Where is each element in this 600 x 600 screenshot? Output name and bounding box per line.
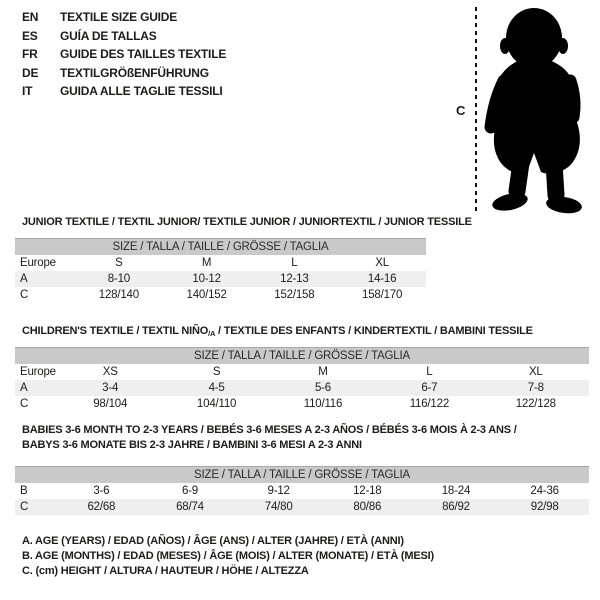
table-row: C 98/104 104/110 110/116 116/122 122/128 bbox=[15, 396, 589, 412]
row-label: Europe bbox=[20, 257, 56, 269]
children-table-title: CHILDREN'S TEXTILE / TEXTIL NIÑO/A / TEX… bbox=[22, 324, 533, 341]
table-cell: 68/74 bbox=[145, 499, 235, 515]
title-subscript: /A bbox=[208, 329, 216, 338]
table-cell: 5-6 bbox=[269, 380, 377, 396]
language-row: DE TEXTILGRÖßENFÜHRUNG bbox=[22, 64, 226, 83]
language-code: EN bbox=[22, 10, 39, 25]
footnote-c: C. (cm) HEIGHT / ALTURA / HAUTEUR / HÖHE… bbox=[22, 565, 309, 578]
row-label: A bbox=[15, 380, 57, 396]
junior-table-title: JUNIOR TEXTILE / TEXTIL JUNIOR/ TEXTILE … bbox=[22, 216, 472, 228]
table-cell: M bbox=[201, 257, 212, 269]
table-cell: 10-12 bbox=[162, 271, 251, 287]
language-row: IT GUIDA ALLE TAGLIE TESSILI bbox=[22, 82, 226, 101]
table-row: A 3-4 4-5 5-6 6-7 7-8 bbox=[15, 380, 589, 396]
table-cell: XL bbox=[528, 366, 543, 378]
row-label: A bbox=[15, 271, 75, 287]
table-cell: 12-13 bbox=[250, 271, 339, 287]
table-cell: 18-24 bbox=[441, 485, 471, 497]
table-cell: S bbox=[115, 257, 123, 269]
table-cell: 4-5 bbox=[163, 380, 270, 396]
size-header-label: SIZE / TALLA / TAILLE / GRÖSSE / TAGLIA bbox=[15, 466, 589, 483]
table-cell: 104/110 bbox=[196, 398, 237, 410]
language-label: GUIDE DES TAILLES TEXTILE bbox=[60, 47, 227, 62]
title-text: CHILDREN'S TEXTILE / TEXTIL NIÑO bbox=[22, 325, 209, 337]
table-cell: 128/140 bbox=[98, 289, 139, 301]
children-size-table: SIZE / TALLA / TAILLE / GRÖSSE / TAGLIA … bbox=[15, 347, 589, 412]
row-label: C bbox=[20, 289, 29, 301]
table-row: Europe S M L XL bbox=[15, 255, 426, 271]
junior-size-table: SIZE / TALLA / TAILLE / GRÖSSE / TAGLIA … bbox=[15, 238, 426, 303]
table-cell: M bbox=[318, 366, 328, 378]
language-label: TEXTILE SIZE GUIDE bbox=[60, 10, 178, 25]
language-code: DE bbox=[22, 65, 39, 80]
table-cell: 92/98 bbox=[500, 499, 589, 515]
height-measure-label: C bbox=[456, 103, 466, 118]
row-label: C bbox=[15, 499, 57, 515]
table-cell: 6-9 bbox=[181, 485, 198, 497]
toddler-silhouette-icon bbox=[484, 8, 582, 214]
language-label: GUIDA ALLE TAGLIE TESSILI bbox=[60, 84, 223, 99]
table-cell: 116/122 bbox=[409, 398, 450, 410]
table-cell: S bbox=[212, 366, 221, 378]
table-cell: 3-6 bbox=[93, 485, 110, 497]
language-code: IT bbox=[22, 84, 33, 99]
footnote-a: A. AGE (YEARS) / EDAD (AÑOS) / ÂGE (ANS)… bbox=[22, 535, 404, 547]
table-cell: 74/80 bbox=[234, 499, 323, 515]
language-row: FR GUIDE DES TAILLES TEXTILE bbox=[22, 45, 226, 64]
table-cell: L bbox=[291, 257, 298, 269]
size-header-label: SIZE / TALLA / TAILLE / GRÖSSE / TAGLIA bbox=[15, 347, 589, 364]
table-cell: 110/116 bbox=[303, 398, 343, 410]
table-cell: 98/104 bbox=[93, 398, 128, 410]
table-cell: 140/152 bbox=[186, 289, 227, 301]
table-cell: 158/170 bbox=[362, 289, 403, 301]
table-cell: 24-36 bbox=[530, 485, 559, 497]
language-list: EN TEXTILE SIZE GUIDE ES GUÍA DE TALLAS … bbox=[22, 8, 226, 101]
table-cell: 12-18 bbox=[353, 485, 382, 497]
table-row: Europe XS S M L XL bbox=[15, 364, 589, 380]
table-row: C 128/140 140/152 152/158 158/170 bbox=[15, 287, 426, 303]
footnote-legend: A. AGE (YEARS) / EDAD (AÑOS) / ÂGE (ANS)… bbox=[22, 534, 434, 580]
size-header-bar: SIZE / TALLA / TAILLE / GRÖSSE / TAGLIA bbox=[15, 466, 589, 483]
table-cell: 7-8 bbox=[482, 380, 589, 396]
table-row: A 8-10 10-12 12-13 14-16 bbox=[15, 271, 426, 287]
table-cell: 6-7 bbox=[376, 380, 483, 396]
babies-table-title: BABIES 3-6 MONTH TO 2-3 YEARS / BEBÉS 3-… bbox=[22, 423, 517, 453]
size-header-label: SIZE / TALLA / TAILLE / GRÖSSE / TAGLIA bbox=[15, 238, 426, 255]
table-cell: 86/92 bbox=[411, 499, 501, 515]
table-cell: XL bbox=[375, 257, 389, 269]
language-label: GUÍA DE TALLAS bbox=[60, 28, 157, 43]
table-cell: 152/158 bbox=[274, 289, 315, 301]
title-line: BABYS 3-6 MONATE BIS 2-3 JAHRE / BAMBINI… bbox=[22, 439, 362, 451]
language-code: ES bbox=[22, 28, 38, 43]
language-row: EN TEXTILE SIZE GUIDE bbox=[22, 8, 226, 27]
row-label: C bbox=[20, 398, 29, 410]
title-text: / TEXTILE DES ENFANTS / KINDERTEXTIL / B… bbox=[215, 325, 533, 337]
table-cell: 9-12 bbox=[267, 485, 290, 497]
language-row: ES GUÍA DE TALLAS bbox=[22, 27, 226, 46]
babies-size-table: SIZE / TALLA / TAILLE / GRÖSSE / TAGLIA … bbox=[15, 466, 589, 515]
table-cell: 8-10 bbox=[75, 271, 163, 287]
footnote-b: B. AGE (MONTHS) / EDAD (MESES) / ÂGE (MO… bbox=[22, 550, 434, 563]
table-cell: 80/86 bbox=[322, 499, 412, 515]
size-header-bar: SIZE / TALLA / TAILLE / GRÖSSE / TAGLIA bbox=[15, 347, 589, 364]
table-cell: 3-4 bbox=[57, 380, 164, 396]
row-label: Europe bbox=[20, 366, 56, 378]
table-cell: L bbox=[426, 366, 433, 378]
table-cell: 62/68 bbox=[57, 499, 146, 515]
row-label: B bbox=[20, 485, 28, 497]
table-cell: XS bbox=[102, 366, 118, 378]
table-row: B 3-6 6-9 9-12 12-18 18-24 24-36 bbox=[15, 483, 589, 499]
table-cell: 14-16 bbox=[338, 271, 426, 287]
table-cell: 122/128 bbox=[515, 398, 556, 410]
size-header-bar: SIZE / TALLA / TAILLE / GRÖSSE / TAGLIA bbox=[15, 238, 426, 255]
language-code: FR bbox=[22, 47, 38, 62]
height-measure-dashed-line bbox=[475, 7, 477, 212]
language-label: TEXTILGRÖßENFÜHRUNG bbox=[60, 65, 209, 80]
title-line: BABIES 3-6 MONTH TO 2-3 YEARS / BEBÉS 3-… bbox=[22, 424, 517, 436]
table-row: C 62/68 68/74 74/80 80/86 86/92 92/98 bbox=[15, 499, 589, 515]
